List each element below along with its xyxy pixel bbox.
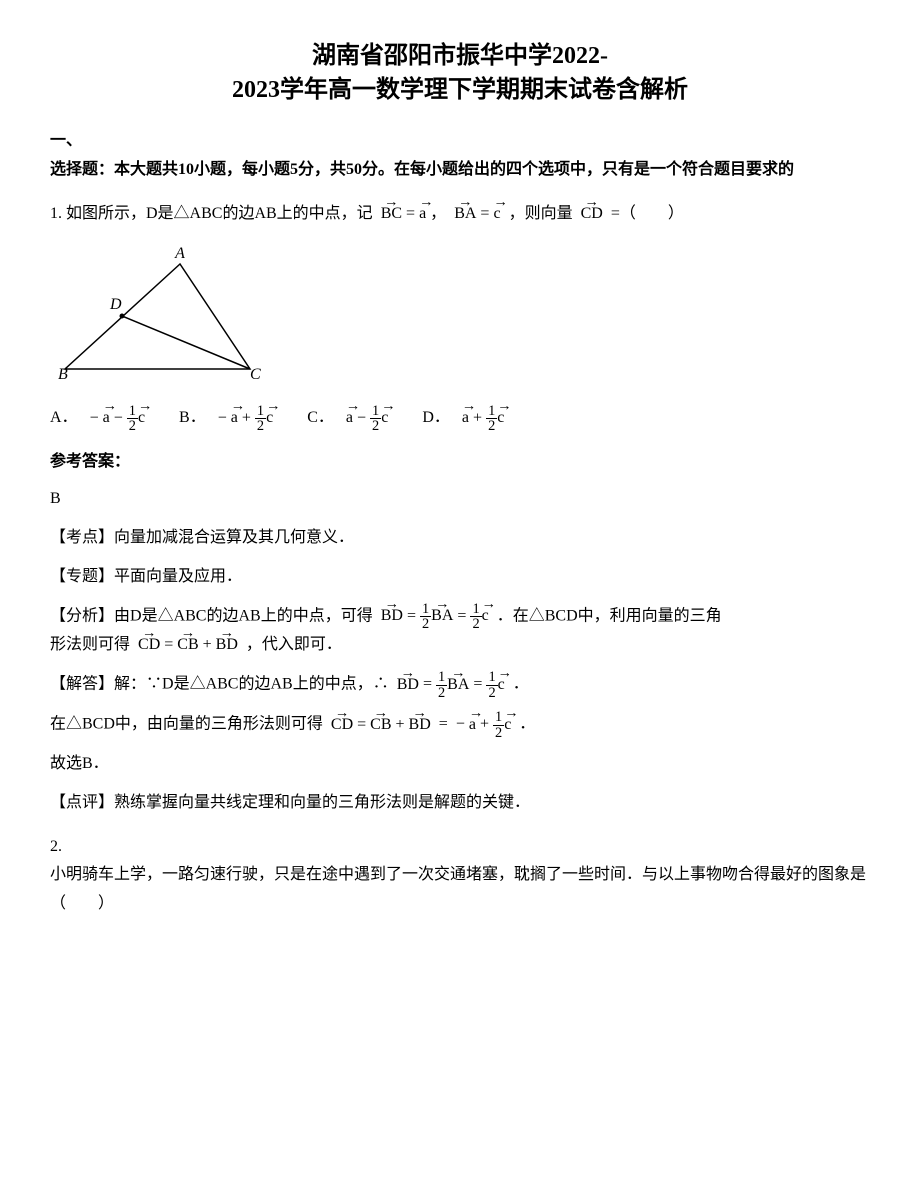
option-a: A． − a − 12c — [50, 404, 149, 434]
jieda-bd-formula: BD = 12BA = 12c — [397, 670, 505, 700]
answer-value: B — [50, 485, 870, 514]
section-1-num: 一、 — [50, 132, 82, 149]
jieda-p1a: 解：∵D是△ABC的边AB上的中点，∴ — [114, 676, 389, 693]
jieda-p3: 故选B． — [50, 750, 870, 779]
kaodian-label: 【考点】 — [50, 529, 114, 546]
triangle-svg: A B C D — [50, 244, 270, 389]
zhuanti-block: 【专题】平面向量及应用． — [50, 563, 870, 592]
option-a-label: A． — [50, 404, 78, 433]
option-d-formula: a + 12c — [462, 404, 504, 434]
jieda-p2-block: 在△BCD中，由向量的三角形法则可得 CD = CB + BD = − a + … — [50, 710, 870, 740]
vertex-a-label: A — [174, 245, 185, 262]
fenxi-cd-formula: CD = CB + BD — [138, 631, 238, 660]
option-b: B． − a + 12c — [179, 404, 277, 434]
q1-options: A． − a − 12c B． − a + 12c C． a − 12c D． … — [50, 404, 870, 434]
question-1: 1. 如图所示，D是△ABC的边AB上的中点，记 BC = a， BA = c … — [50, 200, 870, 229]
q1-triangle-figure: A B C D — [50, 244, 870, 389]
q1-prefix: 1. 如图所示，D是△ABC的边AB上的中点，记 — [50, 205, 373, 222]
option-b-formula: − a + 12c — [218, 404, 273, 434]
q1-bc-formula: BC = a — [381, 200, 426, 229]
option-b-label: B． — [179, 404, 206, 433]
dianping-block: 【点评】熟练掌握向量共线定理和向量的三角形法则是解题的关键． — [50, 789, 870, 818]
q1-cd: CD — [581, 200, 603, 229]
title-line2: 2023学年高一数学理下学期期末试卷含解析 — [232, 77, 688, 103]
fenxi-p2b: ，代入即可． — [246, 637, 342, 654]
option-d-label: D． — [422, 404, 450, 433]
jieda-label: 【解答】 — [50, 676, 114, 693]
fenxi-block: 【分析】由D是△ABC的边AB上的中点，可得 BD = 12BA = 12c ．… — [50, 602, 870, 661]
jieda-p2a: 在△BCD中，由向量的三角形法则可得 — [50, 716, 323, 733]
jieda-p1b: ． — [513, 676, 529, 693]
fenxi-bd-formula: BD = 12BA = 12c — [381, 602, 489, 632]
option-a-formula: − a − 12c — [90, 404, 145, 434]
vertex-c-label: C — [250, 366, 261, 383]
dianping-label: 【点评】 — [50, 794, 114, 811]
question-2: 2. 小明骑车上学，一路匀速行驶，只是在途中遇到了一次交通堵塞，耽搁了一些时间．… — [50, 833, 870, 919]
fenxi-p1b: ．在△BCD中，利用向量的三角 — [497, 607, 722, 624]
kaodian-text: 向量加减混合运算及其几何意义． — [114, 529, 354, 546]
option-c-formula: a − 12c — [346, 404, 388, 434]
dianping-text: 熟练掌握向量共线定理和向量的三角形法则是解题的关键． — [114, 794, 530, 811]
jieda-block: 【解答】解：∵D是△ABC的边AB上的中点，∴ BD = 12BA = 12c … — [50, 670, 870, 700]
fenxi-label: 【分析】 — [50, 607, 114, 624]
option-c: C． a − 12c — [307, 404, 392, 434]
zhuanti-label: 【专题】 — [50, 568, 114, 585]
jieda-p2b: = — [439, 716, 448, 733]
kaodian-block: 【考点】向量加减混合运算及其几何意义． — [50, 524, 870, 553]
option-c-label: C． — [307, 404, 334, 433]
vertex-b-label: B — [58, 366, 68, 383]
q1-mid: ，则向量 — [509, 205, 573, 222]
section-1-text: 选择题：本大题共10小题，每小题5分，共50分。在每小题给出的四个选项中，只有是… — [50, 161, 794, 178]
answer-label: 参考答案： — [50, 448, 870, 477]
jieda-p2c: ． — [519, 716, 535, 733]
option-d: D． a + 12c — [422, 404, 508, 434]
zhuanti-text: 平面向量及应用． — [114, 568, 242, 585]
q2-num: 2. — [50, 833, 870, 862]
vertex-d-label: D — [109, 296, 122, 313]
q1-ba-formula: BA = c — [454, 200, 500, 229]
jieda-result-formula: − a + 12c — [456, 710, 511, 740]
title-line1: 湖南省邵阳市振华中学2022- — [312, 43, 608, 69]
fenxi-p2a: 形法则可得 — [50, 637, 130, 654]
q1-suffix: =（ ） — [611, 205, 684, 222]
section-1-header: 一、 选择题：本大题共10小题，每小题5分，共50分。在每小题给出的四个选项中，… — [50, 127, 870, 185]
jieda-cd-formula: CD = CB + BD — [331, 711, 431, 740]
q2-text: 小明骑车上学，一路匀速行驶，只是在途中遇到了一次交通堵塞，耽搁了一些时间．与以上… — [50, 861, 870, 919]
